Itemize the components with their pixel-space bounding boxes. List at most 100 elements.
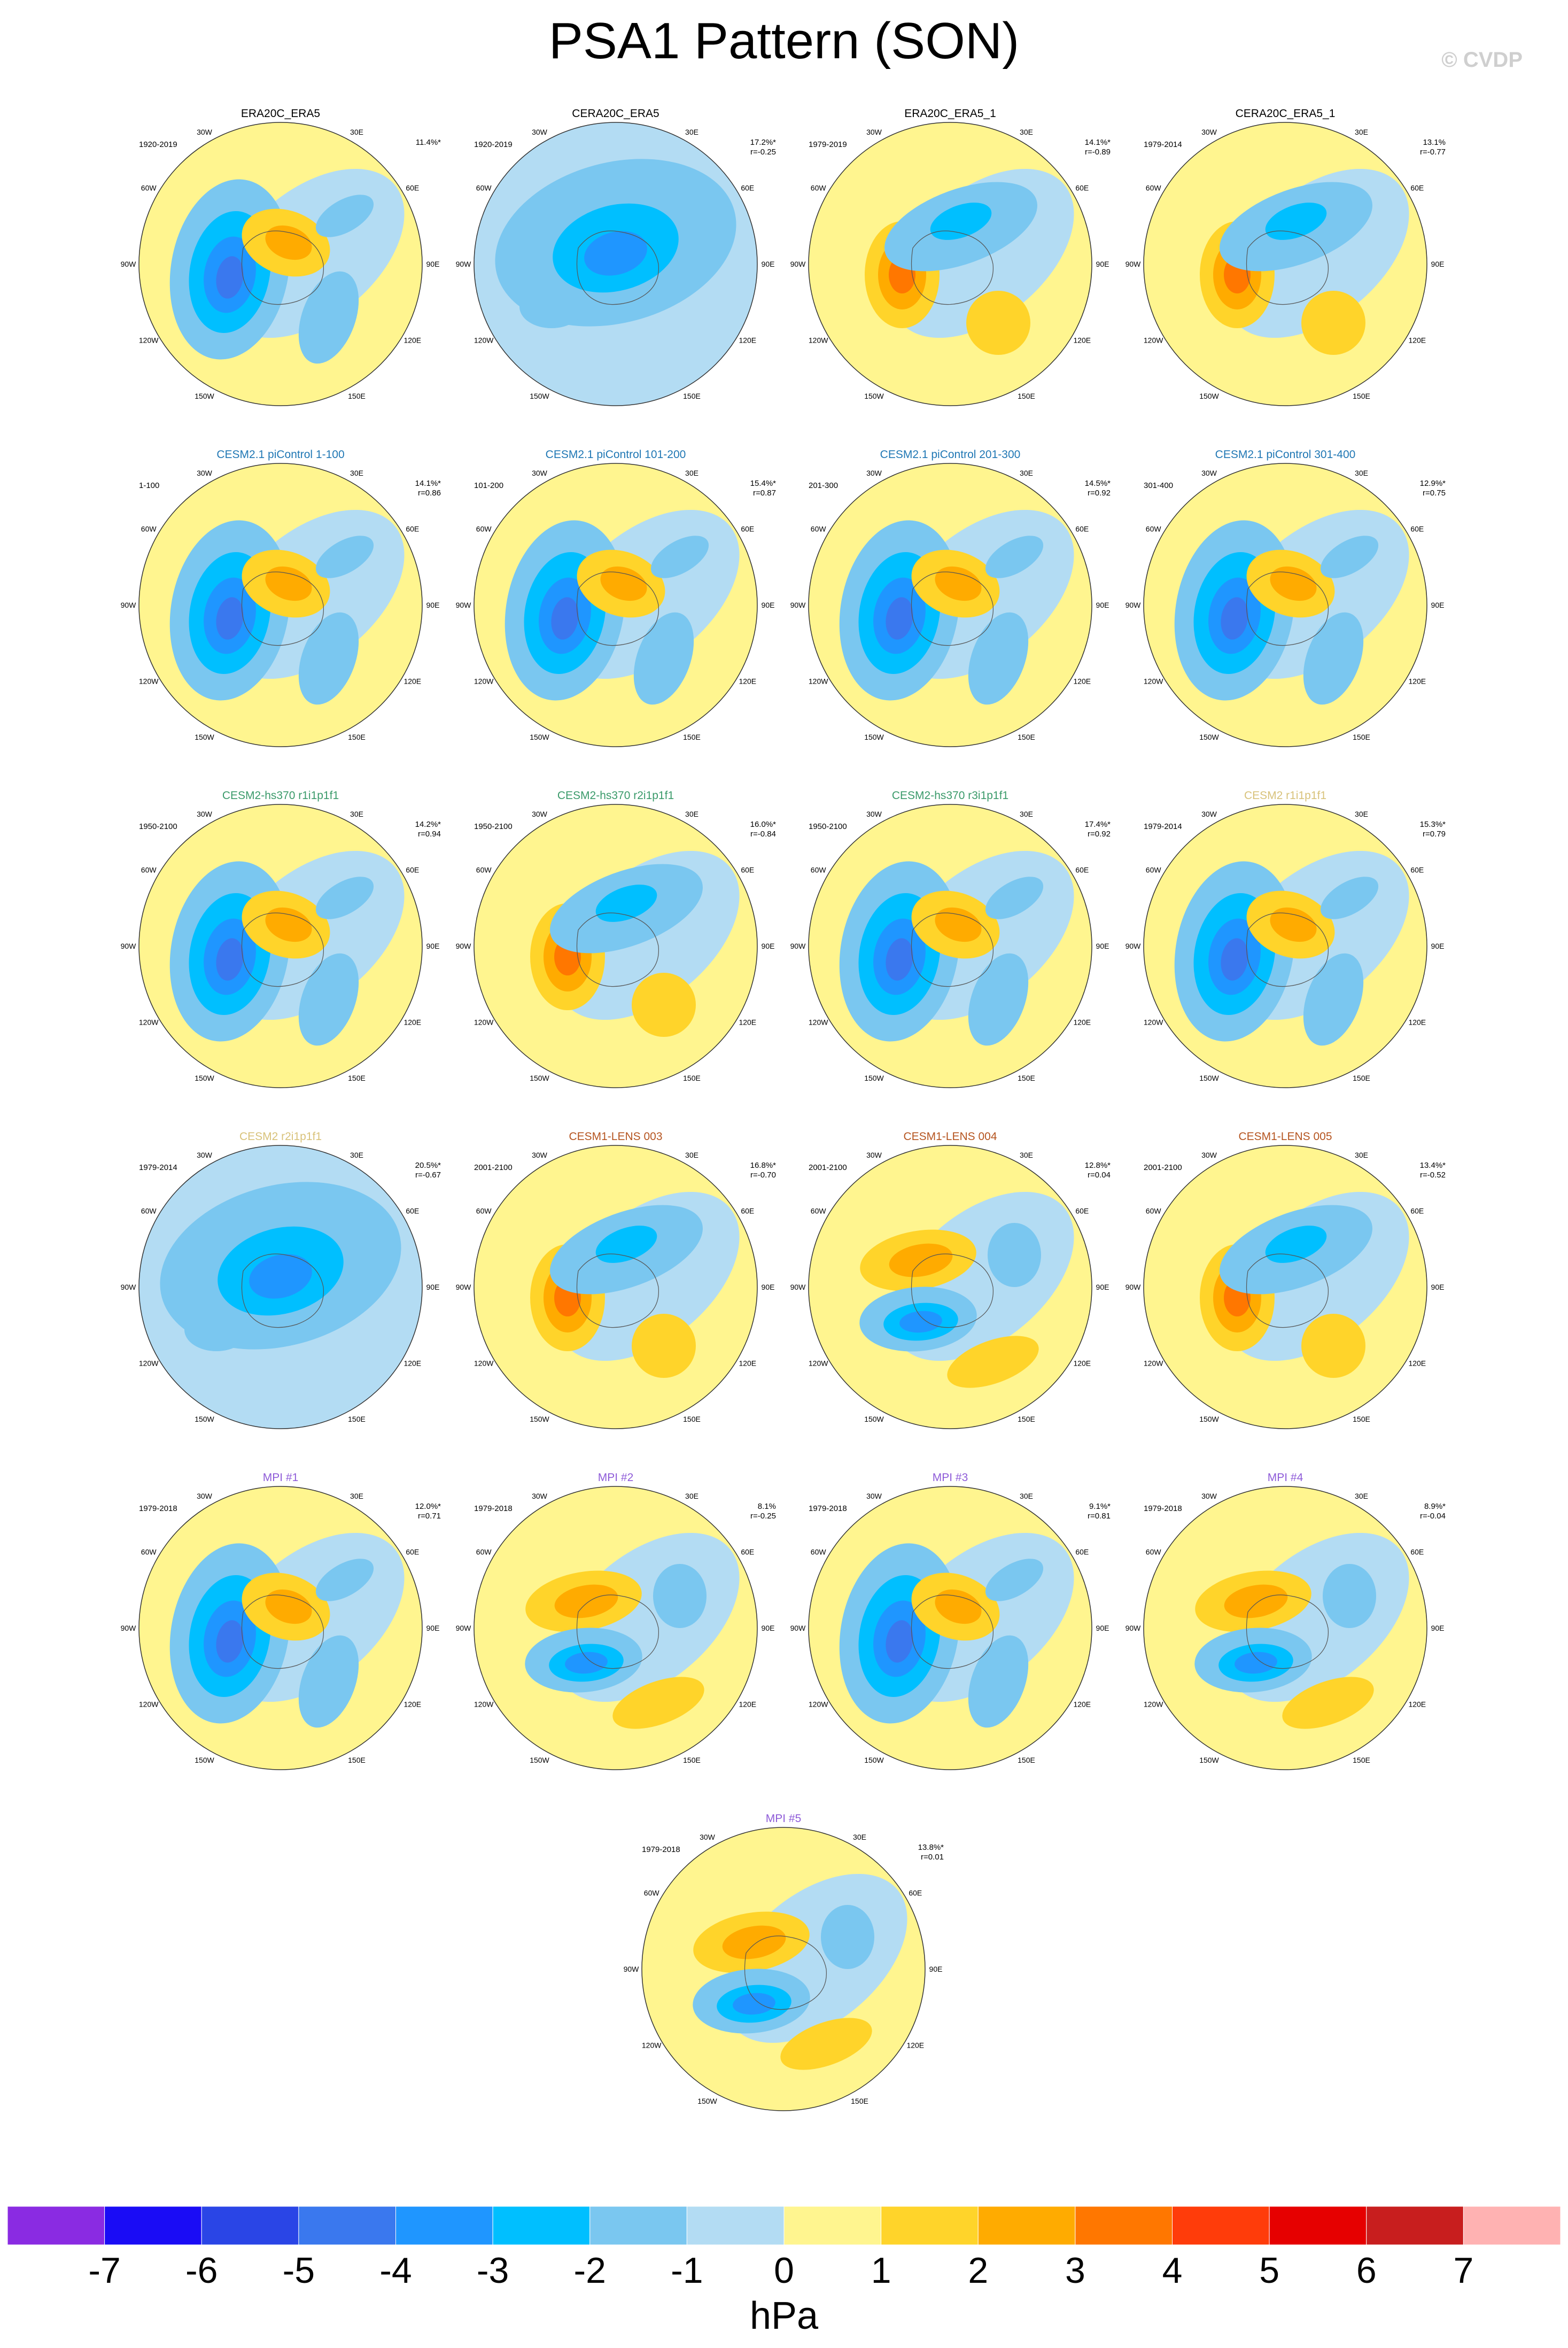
anomaly-contour: [315, 1559, 374, 1601]
panel-period: 1920-2019: [139, 140, 177, 149]
colorbar-tick-label: -5: [282, 2250, 315, 2291]
longitude-label: 60E: [1410, 525, 1424, 533]
panel-explained-variance: 17.2%*: [750, 138, 776, 147]
panel-period: 1979-2018: [809, 1504, 847, 1513]
panel-explained-variance: 14.2%*: [415, 820, 441, 829]
anomaly-contour: [886, 1620, 913, 1663]
panel-explained-variance: 12.8%*: [1084, 1161, 1111, 1170]
longitude-label: 120W: [1144, 336, 1163, 345]
longitude-label: 90W: [456, 1283, 472, 1291]
anomaly-contour: [216, 1620, 244, 1663]
longitude-label: 120E: [739, 1018, 756, 1027]
anomaly-contour: [315, 536, 374, 578]
panel-explained-variance: 9.1%*: [1089, 1502, 1111, 1511]
panel-period: 1979-2018: [642, 1845, 680, 1854]
longitude-label: 150W: [1199, 1415, 1219, 1423]
longitude-label: 150W: [195, 1074, 214, 1082]
anomaly-contour: [886, 938, 913, 981]
longitude-label: 150E: [348, 1074, 366, 1082]
longitude-label: 150W: [195, 392, 214, 400]
panel-period: 1979-2014: [1144, 140, 1182, 149]
panel-period: 2001-2100: [1144, 1163, 1182, 1172]
longitude-label: 30W: [866, 1492, 882, 1500]
anomaly-contour: [519, 285, 584, 328]
longitude-label: 60W: [141, 866, 157, 874]
map-panel: CESM2.1 piControl 301-400 301-400 12.9%* r=…: [1114, 448, 1456, 747]
longitude-label: 60W: [476, 866, 492, 874]
anomaly-contour: [551, 597, 579, 640]
longitude-label: 60W: [141, 525, 157, 533]
longitude-label: 120E: [1073, 677, 1091, 686]
longitude-label: 90E: [426, 1624, 440, 1632]
map-panel: CESM2 r1i1p1f11979-201415.3%*r=0.79030E6…: [1114, 789, 1456, 1088]
anomaly-contour: [1303, 953, 1364, 1046]
panel-period: 101-200: [474, 481, 504, 490]
anomaly-contour: [265, 907, 312, 942]
panel-correlation: r=0.75: [1423, 489, 1446, 498]
anomaly-contour: [600, 566, 647, 601]
anomaly-contour: [1320, 536, 1379, 578]
longitude-label: 90E: [426, 601, 440, 609]
panel-title: ERA20C_ERA5: [240, 107, 321, 120]
panel-correlation: r=-0.70: [750, 1171, 776, 1180]
panel-explained-variance: 13.4%*: [1419, 1161, 1446, 1170]
longitude-label: 30W: [197, 1151, 213, 1159]
longitude-label: 150E: [851, 2097, 868, 2105]
longitude-label: 30E: [1020, 1151, 1033, 1159]
panel-correlation: r=0.92: [1088, 830, 1111, 839]
longitude-label: 150E: [683, 1074, 701, 1082]
longitude-label: 30W: [866, 810, 882, 818]
longitude-label: 150E: [1018, 392, 1035, 400]
panel-correlation: r=0.79: [1423, 830, 1446, 839]
polar-map: 030E60E90E120E150E180150W120W90W60W30W: [790, 122, 1109, 406]
panel-period: 301-400: [1144, 481, 1174, 490]
longitude-label: 60W: [476, 184, 492, 192]
panel-title: CESM1-LENS 005: [1238, 1130, 1332, 1143]
anomaly-contour: [1301, 291, 1365, 355]
longitude-label: 120W: [809, 677, 828, 686]
longitude-label: 90W: [121, 1283, 137, 1291]
map-panel: CESM2.1 piControl 201-300 201-300 14.5%* r=…: [779, 448, 1121, 747]
longitude-label: 30W: [532, 1492, 548, 1500]
longitude-label: 120E: [1073, 1359, 1091, 1368]
polar-map: 030E60E90E120E150E180150W120W90W60W30W: [456, 122, 774, 406]
longitude-label: 120E: [739, 1700, 756, 1709]
longitude-label: 30W: [1201, 1151, 1217, 1159]
panel-correlation: r=-0.25: [750, 148, 776, 157]
anomaly-contour: [249, 1254, 312, 1299]
panel-explained-variance: 12.0%*: [415, 1502, 441, 1511]
longitude-label: 60E: [1410, 1548, 1424, 1556]
longitude-label: 150E: [348, 392, 366, 400]
anomaly-contour: [947, 1336, 1039, 1388]
colorbar-tick-label: 2: [968, 2250, 989, 2291]
longitude-label: 120E: [1408, 1018, 1426, 1027]
anomaly-contour: [889, 1243, 953, 1277]
colorbar-swatch: [881, 2206, 979, 2245]
longitude-label: 120E: [739, 336, 756, 345]
panel-explained-variance: 8.9%*: [1424, 1502, 1446, 1511]
anomaly-contour: [1320, 877, 1379, 919]
longitude-label: 30W: [1201, 810, 1217, 818]
longitude-label: 90W: [456, 942, 472, 950]
panel-correlation: r=0.81: [1088, 1512, 1111, 1521]
anomaly-contour: [1323, 1564, 1376, 1628]
longitude-label: 90W: [121, 942, 137, 950]
anomaly-contour: [985, 877, 1044, 919]
longitude-label: 30W: [197, 469, 213, 477]
polar-map: 030E60E90E120E150E180150W120W90W60W30W: [624, 1827, 942, 2111]
map-panel: CESM1-LENS 0032001-210016.8%*r=-0.70030E…: [445, 1130, 787, 1429]
longitude-label: 150E: [1353, 1415, 1370, 1423]
longitude-label: 150W: [697, 2097, 717, 2105]
colorbar-swatch: [492, 2206, 591, 2245]
map-panel: CESM2.1 piControl 1-100 1-100 14.1%* r=0.86…: [110, 448, 452, 747]
panel-title: MPI #5: [765, 1812, 802, 1825]
panel-explained-variance: 12.9%*: [1419, 479, 1446, 488]
longitude-label: 150E: [683, 1415, 701, 1423]
anomaly-contour: [565, 1652, 608, 1674]
longitude-label: 90E: [1431, 601, 1445, 609]
longitude-label: 120E: [403, 336, 421, 345]
longitude-label: 30E: [350, 1492, 363, 1500]
colorbar-tick-label: 6: [1356, 2250, 1377, 2291]
anomaly-contour: [988, 1223, 1041, 1287]
longitude-label: 120E: [403, 1359, 421, 1368]
